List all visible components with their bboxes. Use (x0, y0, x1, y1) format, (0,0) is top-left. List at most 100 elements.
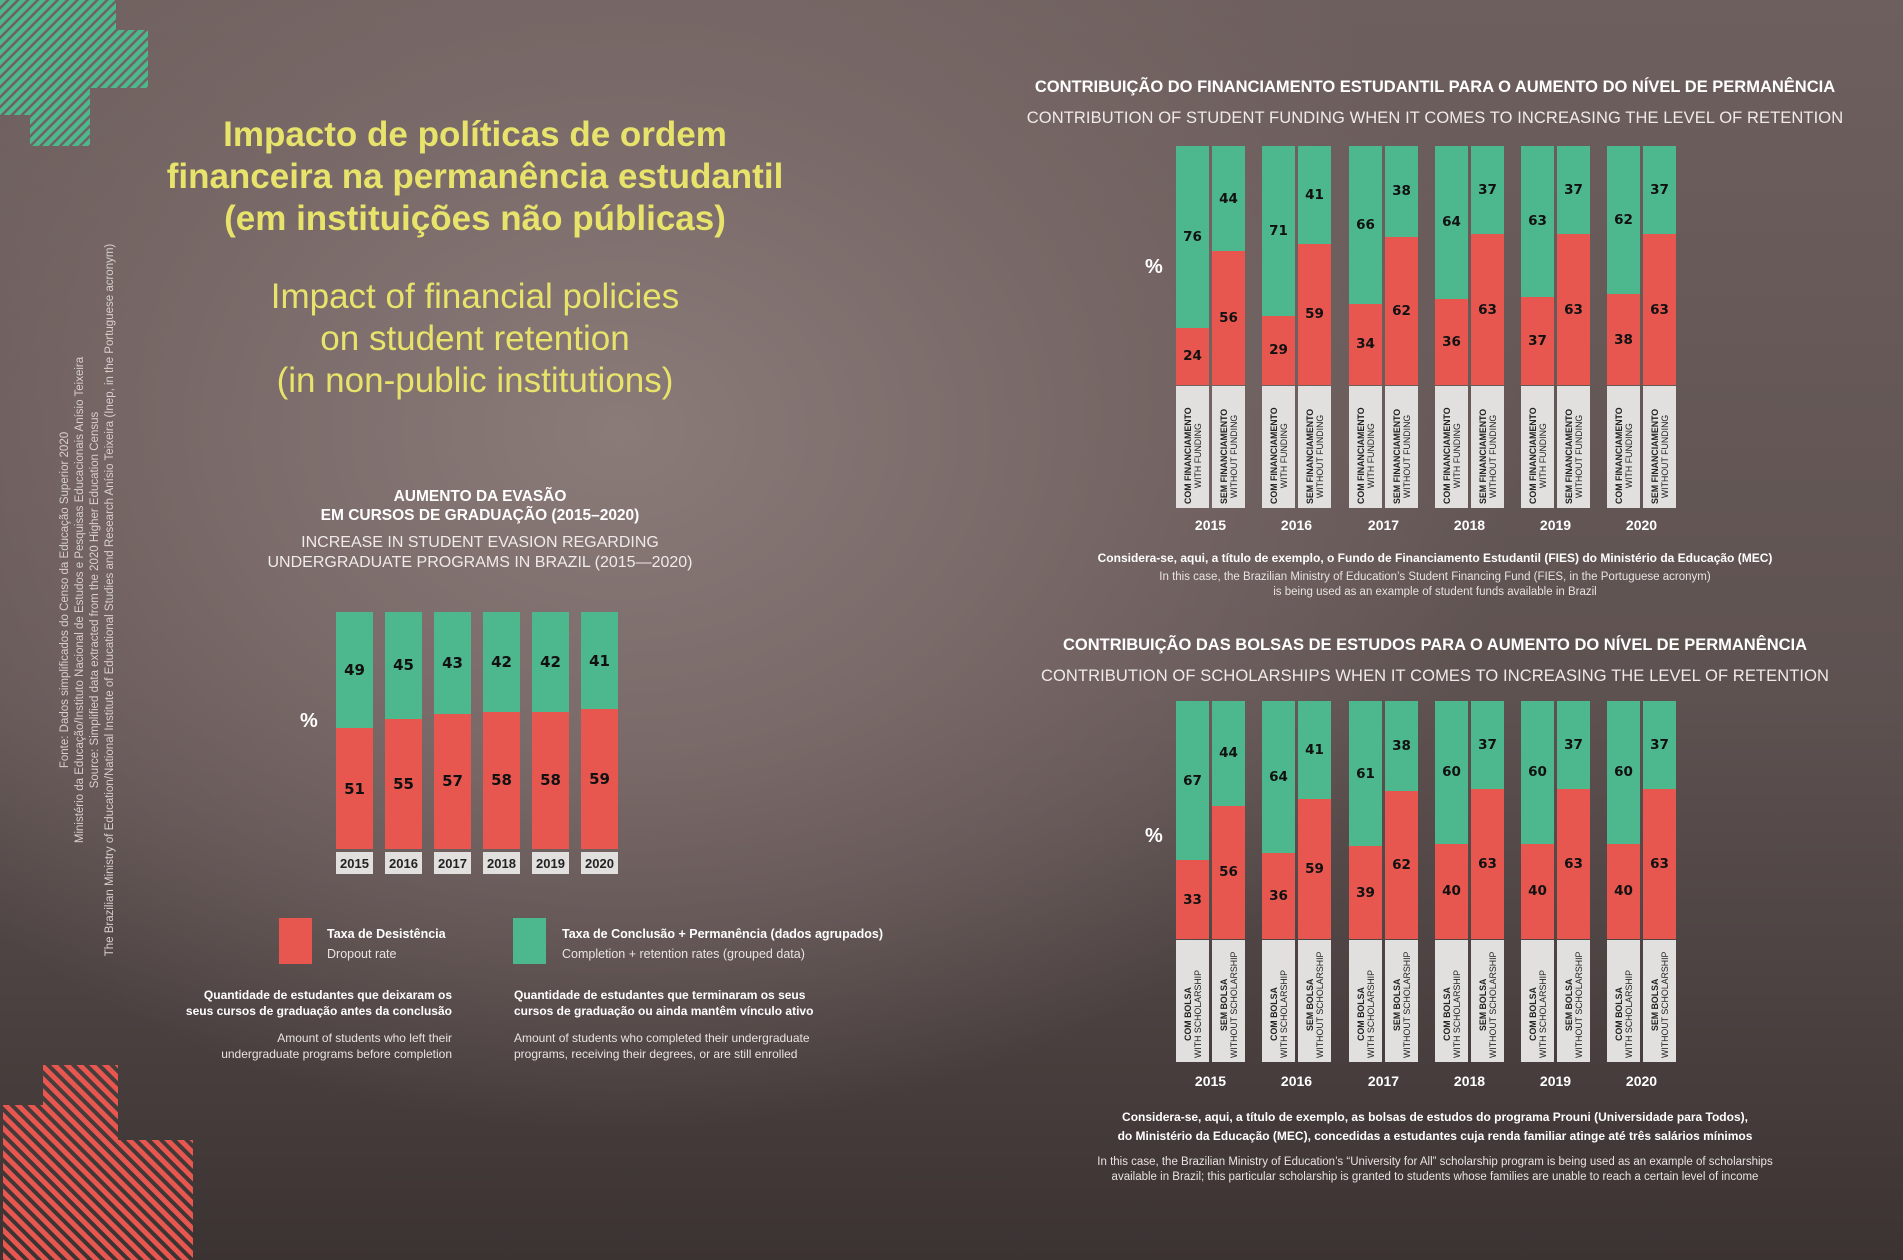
legend-dropout-label-en: Dropout rate (327, 947, 397, 961)
category-label: SEM FINANCIAMENTO WITHOUT FUNDING (1305, 409, 1325, 504)
x-tick-label: 2018 (1453, 517, 1486, 533)
category-label-en: WITH SCHOLARSHIP (1278, 970, 1289, 1058)
caption-line: In this case, the Brazilian Ministry of … (1159, 571, 1711, 583)
category-label-box: SEM BOLSA WITHOUT SCHOLARSHIP (1557, 940, 1590, 1062)
category-label-box: COM BOLSA WITH SCHOLARSHIP (1176, 940, 1209, 1062)
bar-retention: 37 (1557, 146, 1590, 235)
caption-line: available in Brazil; this particular sch… (1111, 1171, 1759, 1183)
category-label: COM BOLSA WITH SCHOLARSHIP (1183, 970, 1203, 1058)
category-label: SEM FINANCIAMENTO WITHOUT FUNDING (1650, 409, 1670, 504)
category-label: COM BOLSA WITH SCHOLARSHIP (1356, 970, 1376, 1058)
bar-retention: 49 (336, 612, 373, 729)
bar-retention: 41 (581, 612, 618, 710)
x-tick-label: 2019 (1539, 1073, 1572, 1089)
category-label-box: COM FINANCIAMENTO WITH FUNDING (1521, 386, 1554, 508)
category-label-en: WITHOUT FUNDING (1314, 414, 1325, 499)
scholarship-caption-en: In this case, the Brazilian Ministry of … (1000, 1155, 1870, 1185)
bar-retention: 41 (1298, 701, 1331, 799)
bar-dropout: 63 (1643, 234, 1676, 385)
retention-description-en: Amount of students who completed their u… (514, 1030, 874, 1062)
category-label-pt: COM FINANCIAMENTO (1441, 407, 1452, 504)
desc-line: Quantidade de estudantes que terminaram … (514, 988, 806, 1002)
bar-retention: 37 (1557, 701, 1590, 790)
category-label-en: WITHOUT FUNDING (1573, 414, 1584, 499)
source-line: The Brazilian Ministry of Education/Nati… (104, 243, 116, 957)
bar-retention: 62 (1607, 146, 1640, 295)
category-label-pt: COM BOLSA (1613, 987, 1624, 1041)
category-label: COM FINANCIAMENTO WITH FUNDING (1183, 407, 1203, 504)
decorative-red-hatch (0, 1065, 200, 1260)
category-label-pt: SEM FINANCIAMENTO (1563, 408, 1574, 504)
x-tick-label: 2016 (385, 852, 422, 874)
legend-swatch-retention (513, 918, 546, 964)
x-tick-label: 2020 (1625, 517, 1658, 533)
category-label-pt: SEM FINANCIAMENTO (1649, 408, 1660, 504)
legend-retention-label-pt: Taxa de Conclusão + Permanência (dados a… (562, 927, 884, 941)
caption-line: do Ministério da Educação (MEC), concedi… (1117, 1129, 1753, 1143)
category-label-en: WITH FUNDING (1451, 423, 1462, 489)
category-label: SEM BOLSA WITHOUT SCHOLARSHIP (1392, 952, 1412, 1058)
desc-line: seus cursos de graduação antes da conclu… (185, 1004, 452, 1018)
desc-line: cursos de graduação ou ainda mantêm vínc… (514, 1004, 814, 1018)
category-label-box: SEM BOLSA WITHOUT SCHOLARSHIP (1298, 940, 1331, 1062)
category-label-box: COM BOLSA WITH SCHOLARSHIP (1435, 940, 1468, 1062)
source-line: Source: Simplified data extracted from t… (89, 411, 101, 789)
desc-line: Amount of students who completed their u… (514, 1031, 810, 1045)
category-label: SEM BOLSA WITHOUT SCHOLARSHIP (1305, 952, 1325, 1058)
legend-swatch-dropout (279, 918, 312, 964)
category-label-box: SEM FINANCIAMENTO WITHOUT FUNDING (1471, 386, 1504, 508)
category-label-en: WITH SCHOLARSHIP (1623, 970, 1634, 1058)
desc-line: Amount of students who left their (277, 1031, 452, 1045)
funding-chart-subtitle: CONTRIBUTION OF STUDENT FUNDING WHEN IT … (1026, 109, 1844, 127)
category-label-box: SEM BOLSA WITHOUT SCHOLARSHIP (1385, 940, 1418, 1062)
category-label-en: WITHOUT FUNDING (1487, 414, 1498, 499)
bar-dropout: 63 (1557, 234, 1590, 385)
category-label-box: SEM FINANCIAMENTO WITHOUT FUNDING (1557, 386, 1590, 508)
category-label-pt: COM BOLSA (1441, 987, 1452, 1041)
bar-retention: 37 (1471, 146, 1504, 235)
caption-line: Considera-se, aqui, a título de exemplo,… (1122, 1110, 1748, 1124)
bar-dropout: 36 (1435, 298, 1468, 385)
title-line: (em instituições não públicas) (224, 199, 726, 238)
bar-retention: 44 (1212, 146, 1245, 252)
bar-dropout: 38 (1607, 294, 1640, 385)
legend-retention-label-en: Completion + retention rates (grouped da… (562, 947, 805, 961)
bar-dropout: 57 (434, 713, 471, 849)
category-label-en: WITH SCHOLARSHIP (1365, 970, 1376, 1058)
bar-dropout: 56 (1212, 251, 1245, 385)
legend-dropout-label-pt: Taxa de Desistência (327, 927, 446, 941)
x-tick-label: 2017 (1367, 517, 1400, 533)
category-label-pt: SEM BOLSA (1304, 978, 1315, 1031)
source-line: Ministério da Educação/Instituto Naciona… (74, 356, 86, 844)
category-label: SEM BOLSA WITHOUT SCHOLARSHIP (1219, 952, 1239, 1058)
bar-retention: 37 (1643, 701, 1676, 790)
main-title-pt: Impacto de políticas de ordem financeira… (140, 114, 810, 240)
category-label: COM FINANCIAMENTO WITH FUNDING (1528, 407, 1548, 504)
evasion-subtitle-line: INCREASE IN STUDENT EVASION REGARDING (301, 534, 659, 551)
bar-dropout: 56 (1212, 805, 1245, 939)
category-label-pt: SEM BOLSA (1649, 978, 1660, 1031)
funding-y-label: % (1145, 256, 1163, 278)
category-label-pt: SEM FINANCIAMENTO (1477, 408, 1488, 504)
bar-dropout: 55 (385, 718, 422, 849)
x-tick-label: 2018 (1453, 1073, 1486, 1089)
category-label-en: WITHOUT SCHOLARSHIP (1487, 951, 1498, 1058)
evasion-y-label: % (300, 710, 318, 732)
x-tick-label: 2017 (434, 852, 471, 874)
category-label-en: WITH SCHOLARSHIP (1192, 970, 1203, 1058)
category-label-pt: COM FINANCIAMENTO (1355, 407, 1366, 504)
main-title-en: Impact of financial policies on student … (140, 276, 810, 402)
dropout-description-en: Amount of students who left their underg… (150, 1030, 452, 1062)
category-label-box: COM BOLSA WITH SCHOLARSHIP (1262, 940, 1295, 1062)
category-label-box: COM FINANCIAMENTO WITH FUNDING (1349, 386, 1382, 508)
evasion-subtitle-line: UNDERGRADUATE PROGRAMS IN BRAZIL (2015—2… (267, 554, 693, 571)
category-label: SEM FINANCIAMENTO WITHOUT FUNDING (1392, 409, 1412, 504)
bar-retention: 42 (532, 612, 569, 712)
x-tick-label: 2019 (532, 852, 569, 874)
title-line: (in non-public institutions) (276, 361, 674, 400)
bar-dropout: 62 (1385, 791, 1418, 939)
category-label-box: COM FINANCIAMENTO WITH FUNDING (1176, 386, 1209, 508)
category-label-pt: SEM FINANCIAMENTO (1391, 408, 1402, 504)
bar-retention: 41 (1298, 146, 1331, 244)
category-label-pt: COM FINANCIAMENTO (1613, 407, 1624, 504)
